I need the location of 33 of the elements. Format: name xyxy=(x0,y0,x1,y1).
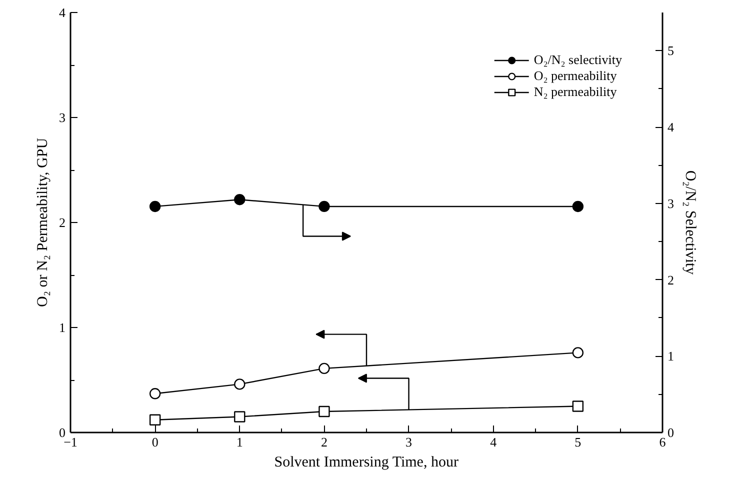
x-tick-label: 0 xyxy=(152,434,158,450)
y2-axis-title: O₂/N₂ Selectivity xyxy=(682,170,698,276)
point xyxy=(149,388,161,400)
y2-tick-label: 5 xyxy=(668,43,674,58)
x-axis-title: Solvent Immersing Time, hour xyxy=(274,454,458,470)
x-tick-label: −1 xyxy=(64,434,78,450)
legend-label: O₂ permeability xyxy=(534,68,617,84)
x-tick-label: 1 xyxy=(236,434,243,450)
x-tick-label: 5 xyxy=(574,434,582,450)
x-tick-label: 3 xyxy=(406,434,412,450)
y-axis-title: O₂ or N₂ Permeability, GPU xyxy=(35,138,51,308)
y-tick-label: 0 xyxy=(59,425,66,440)
x-tick-label: 2 xyxy=(320,434,328,450)
x-tick-label: 6 xyxy=(659,434,666,450)
point xyxy=(318,406,330,418)
point xyxy=(234,378,246,390)
point xyxy=(234,411,246,422)
y-tick-label: 4 xyxy=(59,5,66,20)
x-tick-label: 4 xyxy=(490,434,498,450)
y-tick-label: 3 xyxy=(59,110,66,125)
y-tick-label: 2 xyxy=(59,215,66,230)
legend-label: O₂/N₂ selectivity xyxy=(534,52,622,68)
y2-tick-label: 0 xyxy=(668,425,674,440)
y2-tick-label: 2 xyxy=(668,272,674,288)
y2-tick-label: 4 xyxy=(668,120,674,135)
point xyxy=(318,362,330,374)
y2-tick-label: 1 xyxy=(668,348,674,364)
point xyxy=(149,414,161,426)
legend-label: N₂ permeability xyxy=(534,84,617,100)
point xyxy=(572,400,584,412)
y-tick-label: 1 xyxy=(59,320,66,335)
y2-tick-label: 3 xyxy=(668,196,674,211)
point xyxy=(572,347,584,358)
